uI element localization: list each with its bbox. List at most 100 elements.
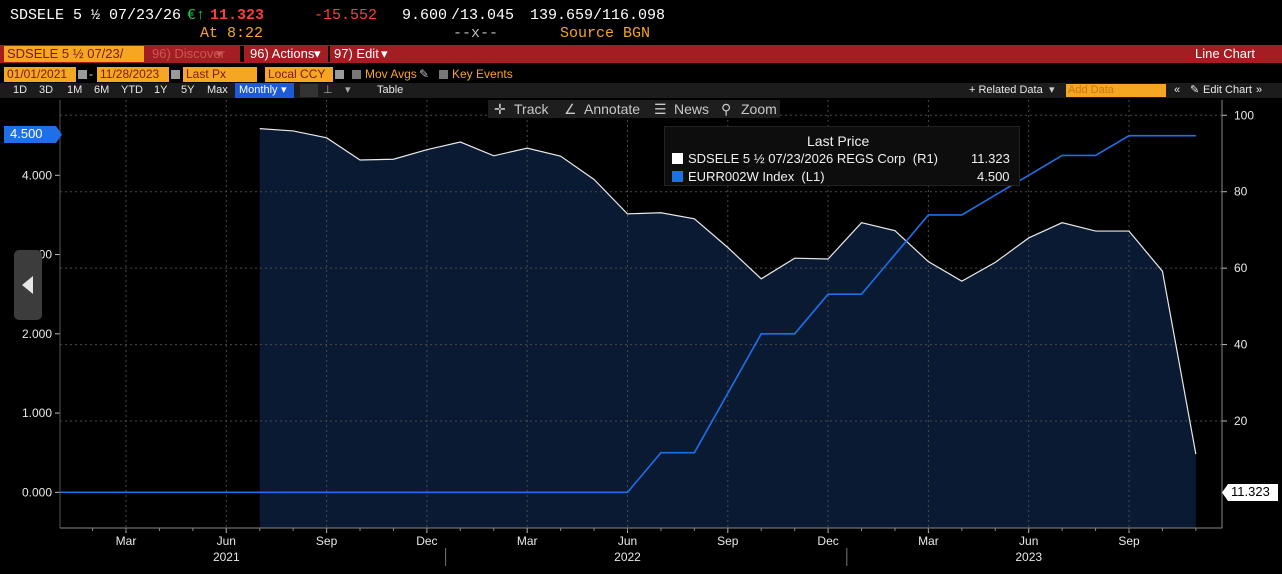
last-time: At 8:22 — [200, 25, 264, 42]
field-selector[interactable]: Last Px — [183, 67, 257, 82]
legend-swatch — [672, 171, 683, 182]
bid-ask-separator: / — [451, 7, 461, 24]
ask-yield: 116.098 — [602, 7, 666, 24]
legend-series-1-name: SDSELE 5 ½ 07/23/2026 REGS Corp (R1) — [688, 151, 939, 166]
legend-series-2-value: 4.500 — [977, 169, 1010, 184]
legend-title: Last Price — [807, 133, 870, 149]
tag-pointer — [1222, 484, 1228, 501]
range-bar: 1D 3D 1M 6M YTD 1Y 5Y Max Monthly ▾ ⊥ ▾ … — [0, 83, 1282, 110]
range-1m-button[interactable]: 1M — [67, 84, 83, 96]
range-3d-button[interactable]: 3D — [39, 84, 54, 96]
track-button[interactable]: Track — [514, 101, 549, 117]
related-data-menu[interactable]: + Related Data — [969, 84, 1043, 96]
date-controls: 01/01/2021 - 11/28/2023 Last Px Local CC… — [0, 66, 1282, 82]
right-value-tag: 11.323 — [1228, 484, 1278, 501]
edit-menu[interactable]: 97) Edit — [334, 46, 379, 61]
x-tick-label: Sep — [1118, 534, 1140, 548]
calendar-icon[interactable] — [78, 70, 87, 79]
ticker-header: SDSELE 5 ½ 07/23/26 €↑ 11.323 At 8:22 -1… — [0, 0, 1282, 44]
period-selector[interactable]: Monthly — [235, 83, 294, 98]
date-separator: - — [89, 67, 93, 81]
price-source: Source BGN — [560, 25, 651, 42]
start-date-field[interactable]: 01/01/2021 — [4, 67, 76, 82]
net-change: -15.552 — [314, 7, 378, 24]
year-label: 2023 — [1015, 550, 1042, 564]
mov-avgs-label[interactable]: Mov Avgs — [365, 67, 417, 81]
arrow-left-icon — [22, 276, 33, 294]
y-left-tick-label: 1.000 — [22, 406, 52, 420]
side-panel-toggle[interactable] — [14, 250, 42, 320]
left-value-tag: 4.500 — [4, 126, 56, 143]
y-left-tick-label: 0.000 — [22, 485, 52, 499]
range-max-button[interactable]: Max — [207, 84, 228, 96]
annotate-icon[interactable]: ∠ — [564, 101, 577, 117]
range-6m-button[interactable]: 6M — [94, 84, 110, 96]
zoom-icon[interactable]: ⚲ — [721, 101, 732, 117]
size-dashes: --x-- — [453, 25, 499, 42]
chevron-down-icon: ▾ — [1049, 84, 1055, 96]
x-tick-label: Sep — [316, 534, 338, 548]
series-area-bond — [259, 128, 1196, 529]
ticker-name: SDSELE 5 ½ 07/23/26 — [10, 7, 182, 24]
bid-price: 9.600 — [402, 7, 448, 24]
line-chart-icon[interactable] — [300, 84, 329, 110]
series-line-bond — [259, 128, 1197, 455]
chevron-down-icon[interactable]: ▾ — [345, 84, 351, 96]
range-ytd-button[interactable]: YTD — [121, 84, 143, 96]
tag-pointer — [56, 126, 62, 143]
range-5y-button[interactable]: 5Y — [181, 84, 195, 96]
add-data-input[interactable]: Add Data — [1066, 84, 1166, 97]
legend-swatch — [672, 153, 683, 164]
crosshair-icon[interactable]: ✛ — [494, 101, 506, 117]
series-line-rate — [60, 134, 1196, 494]
dropdown-icon[interactable] — [335, 70, 344, 79]
checkbox-icon[interactable] — [439, 70, 448, 79]
pin-icon[interactable]: ⊥ — [323, 84, 333, 96]
menu-divider — [328, 46, 330, 62]
last-price: 11.323 — [210, 7, 265, 24]
checkbox-icon[interactable] — [352, 70, 361, 79]
currency-selector[interactable]: Local CCY — [265, 67, 333, 82]
bid-ask-separator: / — [593, 7, 603, 24]
zoom-button[interactable]: Zoom — [741, 101, 777, 117]
range-1d-button[interactable]: 1D — [13, 84, 28, 96]
y-right-tick-label: 40 — [1234, 338, 1248, 352]
chart-toolbar: ✛ Track ∠ Annotate ☰ News ⚲ Zoom — [488, 100, 780, 118]
key-events-label[interactable]: Key Events — [452, 67, 513, 81]
x-tick-label: Mar — [918, 534, 939, 548]
edit-chart-button[interactable]: Edit Chart — [1203, 84, 1252, 96]
x-tick-label: Dec — [817, 534, 838, 548]
year-label: 2021 — [213, 550, 240, 564]
bid-yield: 139.659 — [530, 7, 594, 24]
security-field[interactable]: SDSELE 5 ½ 07/23/ — [4, 46, 144, 62]
chevron-down-icon: ▾ — [314, 46, 321, 61]
expand-right-icon[interactable]: » — [1256, 84, 1263, 96]
annotate-button[interactable]: Annotate — [584, 101, 641, 117]
legend-series-1-value: 11.323 — [971, 151, 1010, 166]
x-tick-label: Dec — [416, 534, 437, 548]
news-button[interactable]: News — [674, 101, 710, 117]
collapse-left-icon[interactable]: « — [1174, 84, 1181, 96]
chart-legend[interactable]: Last Price SDSELE 5 ½ 07/23/2026 REGS Co… — [664, 126, 1020, 186]
chevron-down-icon: ▾ — [216, 46, 223, 61]
currency-up-icon: €↑ — [187, 7, 206, 24]
pencil-icon[interactable]: ✎ — [1190, 84, 1200, 96]
discover-menu[interactable]: 96) Discover — [152, 46, 225, 61]
y-right-tick-label: 100 — [1234, 108, 1254, 122]
year-label: 2022 — [614, 550, 641, 564]
y-right-tick-label: 20 — [1234, 414, 1248, 428]
range-1y-button[interactable]: 1Y — [154, 84, 168, 96]
x-tick-label: Mar — [517, 534, 538, 548]
pencil-icon[interactable]: ✎ — [419, 67, 430, 81]
y-left-tick-label: 4.000 — [22, 168, 52, 182]
actions-menu[interactable]: 96) Actions — [250, 46, 315, 61]
x-tick-label: Mar — [116, 534, 137, 548]
news-icon[interactable]: ☰ — [654, 101, 667, 117]
legend-series-2-name: EURR002W Index (L1) — [688, 169, 825, 184]
end-date-field[interactable]: 11/28/2023 — [97, 67, 169, 82]
y-right-tick-label: 60 — [1234, 261, 1248, 275]
table-button[interactable]: Table — [377, 84, 404, 96]
view-title: Line Chart — [1195, 46, 1255, 61]
calendar-icon[interactable] — [171, 70, 180, 79]
